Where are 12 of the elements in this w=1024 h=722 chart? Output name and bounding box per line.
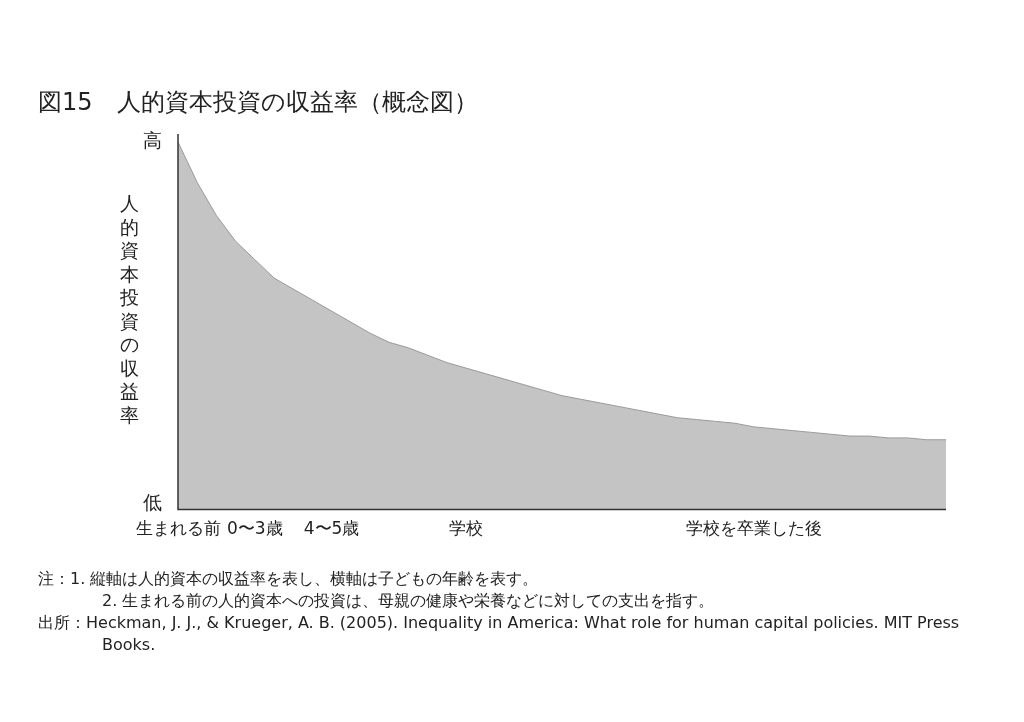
x-tick-label: 生まれる前 (135, 518, 221, 539)
x-tick-label: 0〜3歳 (226, 518, 283, 539)
text: 注：1. 縦軸は人的資本の収益率を表し、横軸は子どもの年齢を表す。 (38, 568, 540, 590)
text: 2. 生まれる前の人的資本への投資は、母親の健康や栄養などに対しての支出を指す。 (101, 590, 716, 612)
text: 人的資本投資の収益率 (119, 192, 139, 426)
text: 高 (143, 128, 162, 151)
text: 出所：Heckman, J. J., & Krueger, A. B. (2005). Inequality in America: What role for human capital policies. MIT Press Books. (38, 612, 961, 656)
x-tick-label: 4〜5歳 (303, 518, 360, 539)
text: 低 (143, 490, 162, 513)
x-tick-label: 学校を卒業した後 (686, 518, 822, 539)
x-tick-label: 学校 (449, 518, 483, 539)
chart-title: 図15 人的資本投資の収益率（概念図） (38, 87, 478, 118)
